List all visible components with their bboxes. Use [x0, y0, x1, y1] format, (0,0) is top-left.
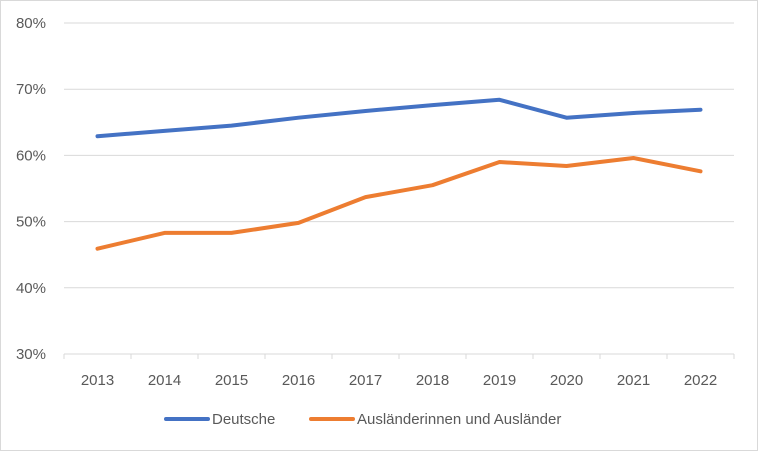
y-tick-label: 40%: [16, 280, 46, 297]
y-tick-label: 70%: [16, 81, 46, 98]
x-tick-label: 2015: [215, 372, 248, 389]
y-tick-label: 30%: [16, 346, 46, 363]
legend-label: Ausländerinnen und Ausländer: [357, 411, 561, 428]
y-tick-label: 50%: [16, 214, 46, 231]
x-tick-label: 2017: [349, 372, 382, 389]
y-tick-label: 60%: [16, 147, 46, 164]
x-tick-label: 2022: [684, 372, 717, 389]
x-tick-label: 2014: [148, 372, 181, 389]
x-tick-label: 2013: [81, 372, 114, 389]
x-tick-label: 2020: [550, 372, 583, 389]
y-tick-label: 80%: [16, 15, 46, 32]
x-tick-label: 2018: [416, 372, 449, 389]
legend-label: Deutsche: [212, 411, 275, 428]
x-tick-label: 2021: [617, 372, 650, 389]
series-line-1: [95, 97, 703, 139]
x-tick-label: 2019: [483, 372, 516, 389]
x-tick-label: 2016: [282, 372, 315, 389]
series-line-2: [95, 156, 703, 251]
